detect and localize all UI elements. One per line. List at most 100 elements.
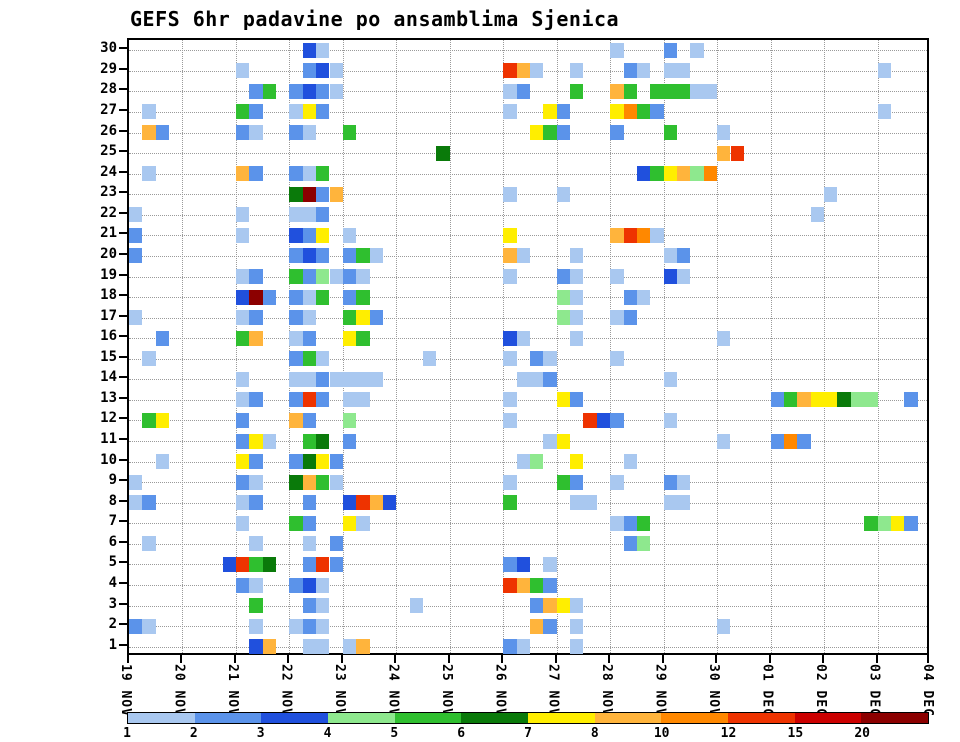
heatmap-cell [516, 83, 530, 99]
heatmap-cell [329, 454, 343, 470]
heatmap-cell [329, 371, 343, 387]
y-axis-label: 5 [108, 554, 117, 571]
heatmap-cell [543, 371, 557, 387]
x-axis-label: 04 DEC [920, 664, 935, 717]
x-axis-tick [287, 655, 290, 663]
heatmap-cell [503, 104, 517, 120]
y-axis-label: 22 [100, 204, 117, 221]
y-axis-label: 28 [100, 81, 117, 98]
gridline-horizontal [129, 626, 927, 628]
heatmap-cell [342, 125, 357, 141]
heatmap-cell [342, 515, 357, 531]
y-axis-label: 16 [100, 328, 117, 345]
heatmap-cell [342, 433, 357, 449]
y-axis-tick [119, 211, 127, 214]
legend-segment [328, 713, 395, 723]
heatmap-cell [543, 598, 557, 614]
heatmap-cell [690, 83, 704, 99]
heatmap-cell [890, 515, 905, 531]
heatmap-cell [503, 330, 517, 346]
heatmap-cell [583, 412, 597, 428]
heatmap-cell [677, 495, 691, 511]
heatmap-cell [316, 166, 330, 182]
heatmap-cell [503, 269, 517, 285]
heatmap-cell [342, 269, 357, 285]
heatmap-cell [262, 433, 277, 449]
heatmap-cell [302, 227, 317, 243]
x-axis-label: 03 DEC [866, 664, 882, 717]
heatmap-cell [356, 269, 370, 285]
heatmap-cell [543, 125, 557, 141]
heatmap-cell [142, 166, 156, 182]
heatmap-cell [810, 392, 825, 408]
gridline-vertical [717, 40, 719, 653]
heatmap-cell [249, 556, 263, 572]
legend-segment [461, 713, 529, 723]
heatmap-cell [316, 618, 330, 634]
heatmap-cell [556, 310, 571, 326]
x-axis-tick [608, 655, 611, 663]
heatmap-cell [289, 310, 303, 326]
heatmap-cell [316, 639, 330, 655]
heatmap-cell [636, 227, 651, 243]
heatmap-cell [329, 556, 343, 572]
heatmap-cell [503, 83, 517, 99]
heatmap-cell [530, 598, 544, 614]
gridline-vertical [342, 40, 344, 653]
heatmap-cell [316, 598, 330, 614]
heatmap-cell [302, 42, 317, 58]
y-axis-tick [119, 623, 127, 626]
heatmap-cell [570, 454, 584, 470]
heatmap-cell [302, 556, 317, 572]
x-axis-tick [822, 655, 825, 663]
heatmap-cell [610, 227, 624, 243]
heatmap-cell [142, 412, 156, 428]
heatmap-cell [302, 248, 317, 264]
heatmap-cell [249, 433, 263, 449]
heatmap-cell [302, 104, 317, 120]
y-axis-tick [119, 479, 127, 482]
legend-segment [394, 713, 462, 723]
heatmap-cell [663, 412, 678, 428]
y-axis-tick [119, 170, 127, 173]
heatmap-cell [703, 166, 718, 182]
legend-segment [261, 713, 329, 723]
heatmap-cell [610, 351, 624, 367]
y-axis-tick [119, 232, 127, 235]
heatmap-cell [302, 125, 317, 141]
gridline-horizontal [129, 111, 927, 113]
heatmap-cell [235, 63, 250, 79]
legend-segment [794, 713, 862, 723]
heatmap-cell [129, 248, 143, 264]
heatmap-cell [235, 495, 250, 511]
heatmap-cell [316, 63, 330, 79]
gridline-horizontal [129, 420, 927, 422]
heatmap-cell [356, 330, 370, 346]
heatmap-cell [623, 63, 637, 79]
heatmap-cell [663, 495, 678, 511]
heatmap-cell [249, 310, 263, 326]
heatmap-cell [316, 454, 330, 470]
heatmap-cell [543, 351, 557, 367]
heatmap-cell [329, 269, 343, 285]
heatmap-cell [423, 351, 437, 367]
heatmap-cell [610, 412, 624, 428]
heatmap-cell [235, 392, 250, 408]
gridline-vertical [289, 40, 291, 653]
heatmap-cell [289, 83, 303, 99]
gridline-horizontal [129, 523, 927, 525]
x-axis-tick [180, 655, 183, 663]
y-axis-tick [119, 47, 127, 50]
heatmap-cell [155, 330, 170, 346]
x-axis-tick [233, 655, 236, 663]
heatmap-cell [142, 618, 156, 634]
heatmap-cell [677, 474, 691, 490]
heatmap-cell [302, 269, 317, 285]
heatmap-cell [302, 166, 317, 182]
heatmap-cell [810, 207, 825, 223]
heatmap-cell [409, 598, 424, 614]
legend-label: 15 [787, 726, 804, 741]
heatmap-cell [316, 289, 330, 305]
heatmap-cell [302, 474, 317, 490]
heatmap-cell [356, 515, 370, 531]
